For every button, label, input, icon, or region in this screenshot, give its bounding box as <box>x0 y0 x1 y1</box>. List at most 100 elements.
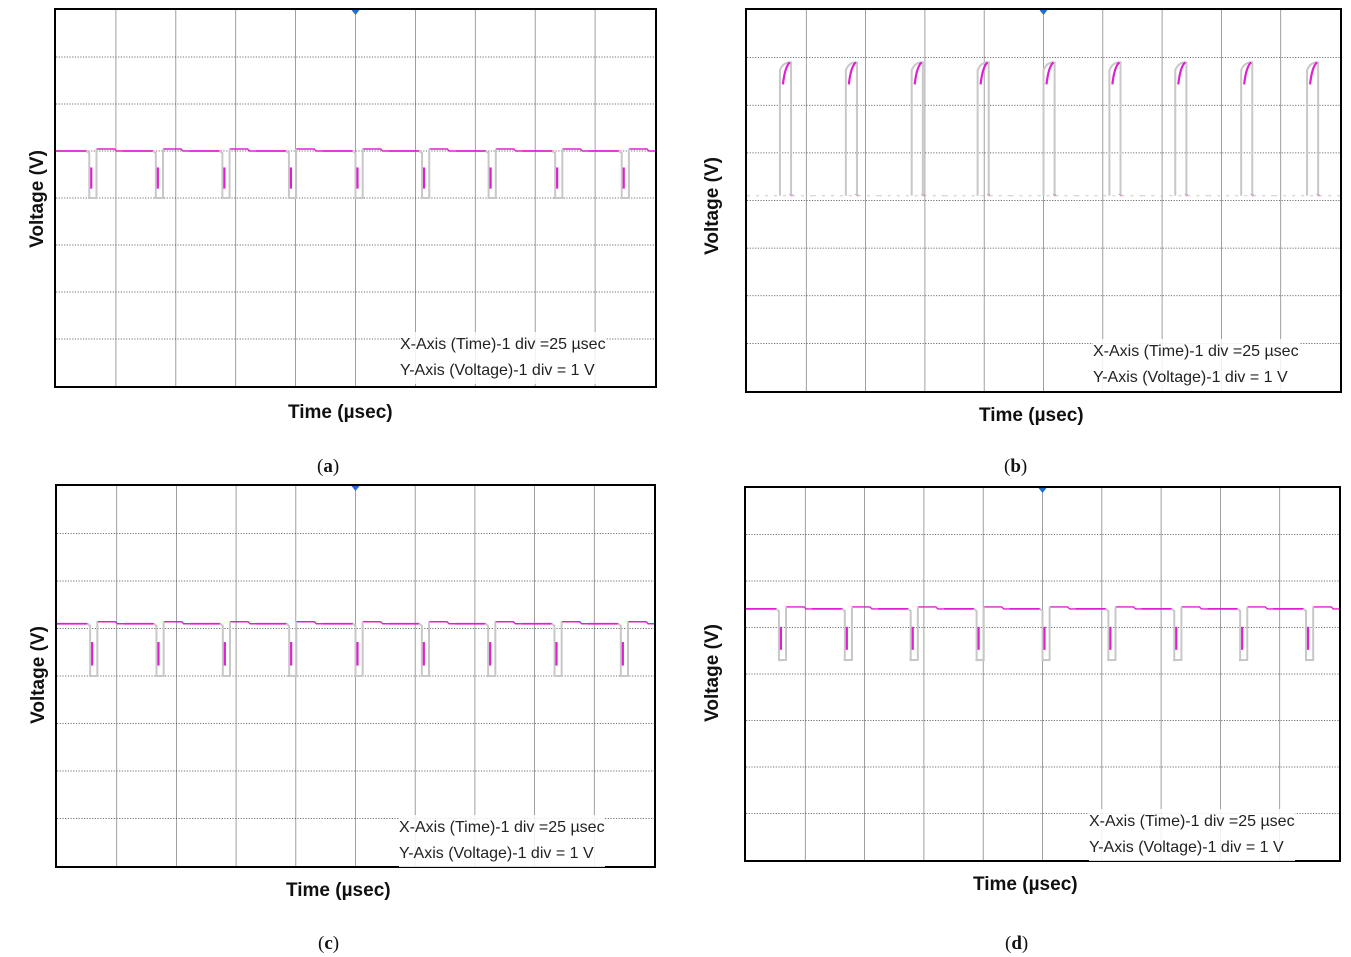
x-scale-note: X-Axis (Time)-1 div =25 µsec <box>400 336 606 353</box>
trace-pulse-outline <box>218 149 231 199</box>
trace-pulse-edge <box>913 61 923 85</box>
trace-baseline <box>96 148 123 152</box>
trace-baseline <box>495 148 522 152</box>
trace-pulse-outline <box>152 149 165 199</box>
trace-pulse-outline <box>219 621 231 677</box>
trace-baseline <box>428 621 455 625</box>
trace-pulse-edge <box>847 61 857 85</box>
trace-baseline <box>851 606 878 610</box>
y-scale-note: Y-Axis (Voltage)-1 div = 1 V <box>400 362 595 379</box>
trace-baseline <box>362 148 389 152</box>
trace-pulse-outline <box>907 606 919 662</box>
trace-pulse-outline <box>1170 606 1183 662</box>
panel-caption: (c) <box>318 933 340 954</box>
trigger-marker-icon <box>351 486 360 491</box>
trace-pulse-edge <box>1111 61 1121 85</box>
trace-pulse-outline <box>910 61 924 196</box>
trace-pulse-outline <box>617 621 629 677</box>
trace-pulse-outline <box>85 149 98 199</box>
trace-baseline <box>1049 606 1076 610</box>
x-scale-note: X-Axis (Time)-1 div =25 µsec <box>399 819 605 836</box>
trace-pulse-outline <box>1174 61 1188 196</box>
trace-pulse-outline <box>1038 606 1051 662</box>
panel-caption: (b) <box>1004 456 1028 477</box>
y-scale-note: Y-Axis (Voltage)-1 div = 1 V <box>399 845 594 862</box>
trace-pulse-outline <box>973 606 985 662</box>
trace-pulse-outline <box>285 621 298 677</box>
trace-baseline <box>163 621 190 625</box>
trace-baseline <box>163 148 190 152</box>
trace-pulse-edge <box>1308 61 1318 85</box>
scale-annotation: X-Axis (Time)-1 div =25 µsec Y-Axis (Vol… <box>1093 339 1299 391</box>
x-scale-note: X-Axis (Time)-1 div =25 µsec <box>1093 343 1299 360</box>
panel-b: Voltage (V) X-Axis (Time)-1 div =25 µsec… <box>676 0 1351 480</box>
trace-pulse-edge <box>781 61 791 85</box>
trace-pulse-edge <box>979 61 989 85</box>
trace-baseline <box>229 621 256 625</box>
y-scale-note: Y-Axis (Voltage)-1 div = 1 V <box>1093 369 1288 386</box>
panel-a: Voltage (V) X-Axis (Time)-1 div =25 µsec… <box>0 0 675 480</box>
scope-screen-d <box>744 486 1341 862</box>
y-axis-label: Voltage (V) <box>702 157 723 255</box>
trace-baseline <box>983 606 1010 610</box>
trace-pulse-outline <box>1302 606 1315 662</box>
trace-baseline <box>1115 606 1142 610</box>
scope-screen-c <box>55 484 656 868</box>
trace-pulse-outline <box>418 621 430 677</box>
trace-pulse-outline <box>86 621 99 677</box>
x-axis-label: Time (µsec) <box>973 874 1078 895</box>
trace-pulse-edge <box>1045 61 1055 85</box>
panel-caption: (d) <box>1005 933 1029 954</box>
trace-pulse-outline <box>485 149 497 199</box>
trace-baseline <box>1181 606 1208 610</box>
panel-caption: (a) <box>317 456 340 477</box>
trace-baseline <box>786 606 812 610</box>
trace-pulse-outline <box>152 621 165 677</box>
trace-pulse-outline <box>844 61 858 196</box>
scope-screen-b <box>745 8 1342 393</box>
trace-pulse-outline <box>1236 606 1249 662</box>
trace-pulse-outline <box>351 621 364 677</box>
trace-baseline <box>1313 606 1339 610</box>
x-axis-label: Time (µsec) <box>979 405 1084 426</box>
trace-baseline <box>362 621 389 625</box>
trace-baseline <box>495 621 522 625</box>
trace-baseline <box>429 148 456 152</box>
trace-pulse-outline <box>778 61 793 196</box>
trace-pulse-outline <box>1042 61 1056 196</box>
trace-baseline <box>561 621 588 625</box>
x-axis-label: Time (µsec) <box>288 402 393 423</box>
trace-pulse-outline <box>484 621 497 677</box>
trigger-marker-icon <box>1038 488 1047 493</box>
trace-pulse-outline <box>351 149 364 199</box>
trace-baseline <box>296 621 323 625</box>
trace-baseline <box>229 148 256 152</box>
trace-baseline <box>562 148 589 152</box>
y-axis-label: Voltage (V) <box>28 626 49 724</box>
y-axis-label: Voltage (V) <box>702 624 723 722</box>
trace-pulse-outline <box>1240 61 1254 196</box>
x-scale-note: X-Axis (Time)-1 div =25 µsec <box>1089 813 1295 830</box>
waveform-b <box>747 10 1340 391</box>
trace-baseline <box>296 148 323 152</box>
trace-pulse-outline <box>841 606 853 662</box>
trace-pulse-outline <box>618 149 630 199</box>
trace-baseline <box>917 606 944 610</box>
scope-screen-a <box>54 8 657 388</box>
scale-annotation: X-Axis (Time)-1 div =25 µsec Y-Axis (Vol… <box>1089 809 1295 861</box>
y-axis-label: Voltage (V) <box>27 150 48 248</box>
panel-d: Voltage (V) X-Axis (Time)-1 div =25 µsec… <box>676 478 1351 957</box>
waveform-a <box>56 10 655 386</box>
trace-pulse-edge <box>1243 61 1252 85</box>
waveform-c <box>57 486 654 866</box>
trace-pulse-outline <box>418 149 431 199</box>
y-scale-note: Y-Axis (Voltage)-1 div = 1 V <box>1089 839 1284 856</box>
trace-pulse-edge <box>1177 61 1187 85</box>
trace-pulse-outline <box>1306 61 1320 196</box>
trigger-marker-icon <box>1039 10 1048 15</box>
trace-baseline <box>1247 606 1274 610</box>
trace-pulse-outline <box>551 149 564 199</box>
waveform-d <box>746 488 1339 860</box>
trace-pulse-outline <box>1104 606 1117 662</box>
trace-pulse-outline <box>550 621 563 677</box>
